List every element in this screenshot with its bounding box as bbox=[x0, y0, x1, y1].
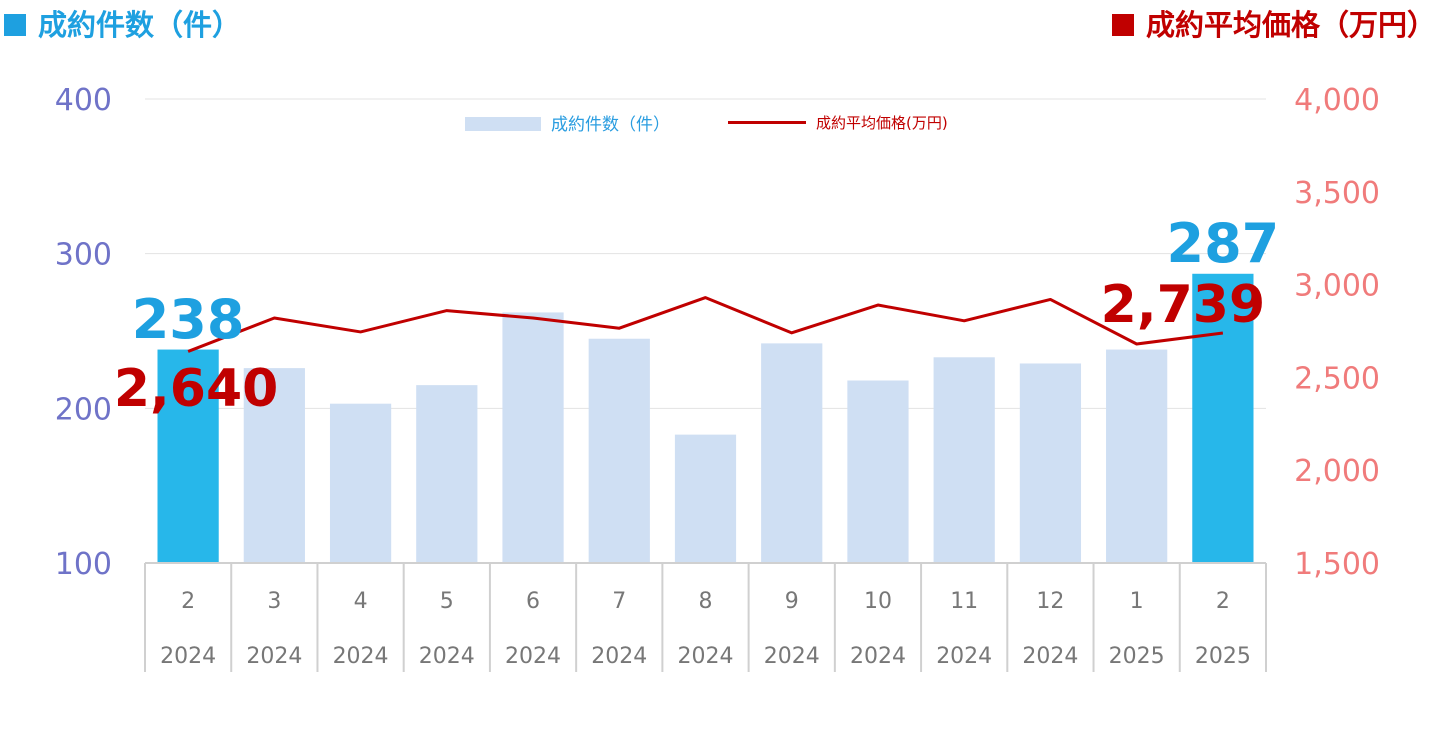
x-tick-month: 2 bbox=[181, 589, 195, 614]
legend-line-swatch bbox=[728, 121, 806, 124]
x-tick-year: 2024 bbox=[591, 644, 647, 669]
x-tick-month: 7 bbox=[612, 589, 626, 614]
right-tick-label: 2,000 bbox=[1294, 454, 1380, 489]
square-icon bbox=[1111, 14, 1134, 36]
x-tick-month: 6 bbox=[526, 589, 540, 614]
left-tick-label: 200 bbox=[55, 392, 112, 427]
x-tick-year: 2024 bbox=[419, 644, 475, 669]
x-tick-month: 1 bbox=[1130, 589, 1144, 614]
left-tick-label: 100 bbox=[55, 547, 112, 582]
bar bbox=[1106, 349, 1168, 563]
bar bbox=[588, 338, 650, 563]
bar bbox=[502, 312, 564, 563]
bar bbox=[157, 349, 219, 563]
right-tick-label: 1,500 bbox=[1294, 547, 1380, 582]
count-data-label: 238 bbox=[132, 288, 245, 351]
bar bbox=[329, 403, 392, 563]
x-tick-year: 2025 bbox=[1195, 644, 1251, 669]
right-tick-label: 4,000 bbox=[1294, 83, 1380, 118]
count-data-label: 287 bbox=[1167, 212, 1280, 275]
x-tick-year: 2024 bbox=[678, 644, 734, 669]
right-tick-label: 2,500 bbox=[1294, 361, 1380, 396]
left-tick-label: 400 bbox=[55, 83, 112, 118]
x-tick-year: 2024 bbox=[936, 644, 992, 669]
right-axis-title: 成約平均価格（万円） bbox=[1111, 2, 1436, 44]
price-line bbox=[187, 296, 1224, 353]
left-axis-title-text: 成約件数（件） bbox=[38, 8, 242, 42]
legend-item-line: 成約平均価格(万円) bbox=[728, 112, 948, 133]
price-data-label: 2,640 bbox=[114, 359, 278, 419]
legend-bar-label: 成約件数（件） bbox=[551, 115, 670, 135]
square-icon bbox=[4, 14, 26, 36]
bar bbox=[1192, 273, 1254, 563]
x-tick-year: 2024 bbox=[505, 644, 561, 669]
x-tick-year: 2024 bbox=[333, 644, 389, 669]
x-tick-month: 9 bbox=[785, 589, 799, 614]
bar bbox=[674, 434, 737, 563]
bar bbox=[1019, 363, 1082, 563]
x-tick-month: 10 bbox=[864, 589, 892, 614]
bar bbox=[847, 380, 909, 563]
x-tick-month: 12 bbox=[1036, 589, 1064, 614]
x-tick-month: 11 bbox=[950, 589, 978, 614]
bar bbox=[761, 343, 823, 563]
left-tick-label: 300 bbox=[55, 238, 112, 273]
x-tick-month: 3 bbox=[267, 589, 281, 614]
x-tick-year: 2025 bbox=[1109, 644, 1165, 669]
x-tick-year: 2024 bbox=[764, 644, 820, 669]
bar bbox=[416, 385, 478, 563]
x-tick-month: 4 bbox=[354, 589, 368, 614]
right-axis-title-text: 成約平均価格（万円） bbox=[1145, 8, 1436, 42]
x-tick-year: 2024 bbox=[160, 644, 216, 669]
right-tick-label: 3,000 bbox=[1294, 269, 1380, 304]
bar bbox=[243, 368, 305, 563]
x-tick-year: 2024 bbox=[1022, 644, 1078, 669]
legend-item-bar: 成約件数（件） bbox=[465, 110, 670, 135]
x-tick-year: 2024 bbox=[850, 644, 906, 669]
price-data-label: 2,739 bbox=[1101, 275, 1265, 335]
x-tick-month: 2 bbox=[1216, 589, 1230, 614]
x-tick-year: 2024 bbox=[246, 644, 302, 669]
bar bbox=[933, 357, 995, 563]
x-tick-month: 5 bbox=[440, 589, 454, 614]
right-tick-label: 3,500 bbox=[1294, 176, 1380, 211]
legend-bar-swatch bbox=[465, 117, 541, 131]
x-tick-month: 8 bbox=[699, 589, 713, 614]
left-axis-title: 成約件数（件） bbox=[4, 2, 241, 44]
legend-line-label: 成約平均価格(万円) bbox=[816, 114, 948, 132]
